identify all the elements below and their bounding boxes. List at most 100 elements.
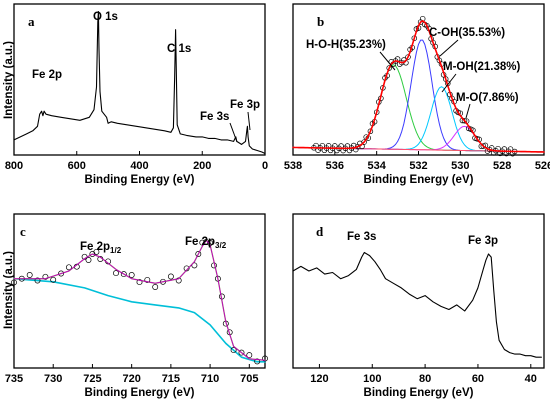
x-tick-label: 100	[363, 373, 381, 385]
arrow	[465, 103, 471, 119]
x-tick-label: 725	[83, 373, 101, 385]
x-tick-label: 800	[5, 160, 23, 172]
data-marker	[238, 349, 245, 356]
data-marker	[361, 139, 367, 145]
x-tick-label: 720	[122, 373, 140, 385]
annotation: Fe 3s	[200, 111, 229, 123]
data-marker	[183, 265, 190, 272]
annotation: Fe 2p3/2	[185, 236, 227, 250]
data-marker	[203, 239, 210, 245]
panel-letter: a	[28, 14, 35, 29]
panel-d: 120 100 80 60 40 Binding Energy (eV) d Fe 3s Fe …	[292, 213, 545, 399]
panel-a: 800 600 400 200 0 Binding Energy (eV) Intensit…	[3, 3, 268, 186]
x-axis-title: Binding Energy (eV)	[364, 174, 474, 186]
x-tick-label: 730	[44, 373, 62, 385]
arrow	[379, 51, 396, 71]
fit-line-green	[13, 239, 266, 361]
annotation-subscript: 1/2	[110, 246, 122, 255]
panel-letter: c	[20, 224, 26, 239]
x-tick-label: 528	[493, 160, 511, 172]
x-tick-label: 705	[240, 373, 258, 385]
panel-letter: b	[317, 14, 324, 29]
data-marker	[230, 347, 237, 354]
arrow	[247, 111, 251, 131]
x-tick-label: 735	[5, 373, 23, 385]
data-marker	[50, 276, 57, 283]
series-line	[292, 251, 542, 358]
data-marker	[191, 262, 198, 269]
x-tick-label: 80	[419, 373, 431, 385]
x-tick-label: 530	[451, 160, 469, 172]
arrow	[229, 122, 238, 143]
x-tick-label: 200	[193, 160, 211, 172]
annotation-main: Fe 2p	[185, 236, 215, 248]
data-marker	[113, 270, 119, 277]
annotation: C-OH(35.53%)	[429, 27, 505, 39]
x-tick-label: 40	[525, 373, 537, 385]
data-marker	[254, 358, 261, 365]
data-marker	[42, 273, 49, 280]
x-tick-label: 526	[535, 160, 550, 172]
data-marker	[34, 277, 41, 284]
panel-b: 538 536 534 532 530 528 526 Binding Energy (eV)…	[284, 3, 550, 186]
arrow	[439, 39, 459, 57]
x-tick-label: 120	[310, 373, 328, 385]
x-tick-label: 534	[367, 160, 386, 172]
x-tick-label: 538	[284, 160, 302, 172]
x-tick-label: 600	[68, 160, 86, 172]
x-axis-title: Binding Energy (eV)	[85, 174, 195, 186]
series-line	[13, 11, 266, 155]
data-marker	[175, 277, 182, 284]
annotation: H-O-H(35.23%)	[306, 39, 386, 51]
x-axis-title: Binding Energy (eV)	[364, 387, 474, 399]
y-axis-title: Intensity (a.u.)	[3, 41, 15, 119]
data-marker	[65, 264, 72, 271]
data-marker	[246, 352, 253, 359]
annotation: M-OH(21.38%)	[443, 61, 520, 73]
annotation: Fe 3s	[347, 231, 376, 243]
x-tick-label: 0	[262, 160, 268, 172]
annotation: O 1s	[93, 11, 118, 23]
annotation: Fe 2p1/2	[80, 241, 122, 255]
data-marker	[461, 117, 468, 124]
annotation: Fe 2p	[32, 69, 62, 81]
annotation: Fe 3p	[230, 99, 260, 111]
x-tick-label: 715	[162, 373, 180, 385]
envelope-line	[292, 20, 545, 153]
fit-component	[292, 64, 545, 153]
data-marker	[474, 136, 480, 142]
data-marker	[58, 270, 65, 277]
data-marker	[367, 128, 374, 135]
data-marker	[405, 54, 411, 60]
y-axis-title: Intensity (a.u.)	[3, 251, 15, 329]
data-marker	[85, 257, 92, 263]
x-axis-title: Binding Energy (eV)	[85, 387, 195, 399]
panel-c: 735 730 725 720 715 710 705 Binding Energy (eV)…	[3, 213, 268, 399]
data-marker	[26, 272, 33, 278]
x-tick-label: 536	[326, 160, 344, 172]
background-line	[13, 277, 266, 363]
data-marker	[167, 273, 174, 280]
plot-frame	[292, 213, 545, 369]
data-marker	[386, 65, 392, 71]
panel-letter: d	[316, 224, 324, 239]
x-tick-label: 710	[201, 373, 219, 385]
annotation: C 1s	[167, 43, 191, 55]
data-marker	[195, 251, 202, 257]
x-tick-label: 60	[472, 373, 484, 385]
fit-line	[13, 239, 266, 361]
data-marker	[120, 271, 127, 278]
plot-frame	[13, 213, 266, 369]
annotation: Fe 3p	[468, 235, 498, 247]
annotation-subscript: 3/2	[215, 241, 227, 250]
data-marker	[11, 279, 17, 286]
data-marker	[93, 248, 100, 255]
annotation: M-O(7.86%)	[456, 92, 519, 104]
data-marker	[144, 276, 151, 283]
data-marker	[128, 272, 135, 278]
data-marker	[152, 284, 159, 290]
x-tick-label: 400	[130, 160, 148, 172]
x-tick-label: 532	[409, 160, 427, 172]
data-marker	[262, 355, 268, 362]
